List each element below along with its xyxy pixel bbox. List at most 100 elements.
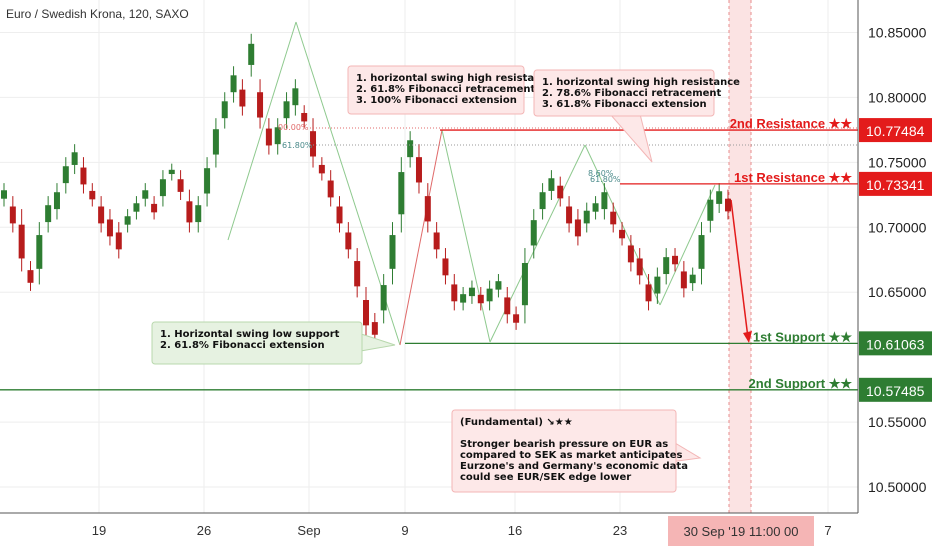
candle [424,196,431,222]
candle [80,167,87,185]
note-resistance2-line: 3. 100% Fibonacci extension [356,95,517,106]
candle [619,229,626,239]
note-resistance2-line: 1. horizontal swing high resistance [356,73,554,84]
level-name-r2: 2nd Resistance ★★ [730,116,853,131]
candle [698,235,705,269]
fib-label-c: 8.60% [588,169,614,178]
x-tick-label: 9 [401,523,408,538]
candle [98,206,105,224]
candle [239,89,246,107]
note-resistance2-line: 2. 61.8% Fibonacci retracement [356,84,536,95]
candle [548,178,555,191]
candle [539,192,546,210]
candle [106,219,113,237]
candle [415,157,422,183]
candle [115,232,122,250]
note-resistance1-pointer [608,113,653,163]
x-tick-label: 23 [613,523,627,538]
level-name-r1: 1st Resistance ★★ [734,170,852,185]
swing-line [399,129,443,346]
candle [583,210,590,224]
note-fundamental-line: could see EUR/SEK edge lower [460,472,631,483]
candle [672,255,679,265]
level-value-s2: 10.57485 [866,383,925,399]
candle [486,288,493,302]
candle [460,294,467,303]
candle [53,192,60,210]
swing-lines [227,21,752,346]
candle [292,88,299,106]
candle [71,152,78,165]
y-tick-label: 10.55000 [868,414,927,430]
candle [433,232,440,250]
y-tick-label: 10.85000 [868,24,927,40]
note-resistance1-line: 2. 78.6% Fibonacci retracement [542,88,722,99]
swing-line [227,21,297,241]
candle [195,205,202,223]
candle [521,262,528,306]
candle [327,180,334,198]
candle [407,140,414,158]
note-fundamental-line: Eurzone's and Germany's economic data [460,461,688,472]
candle [689,274,696,284]
x-tick-label: 16 [508,523,522,538]
candle [248,43,255,65]
candle [301,112,308,122]
candle [371,322,378,335]
x-tick-label: 7 [824,523,831,538]
note-resistance2-box [347,65,525,115]
fib-label-d: 61.80% [590,175,621,184]
candle [230,75,237,93]
note-resistance1-line: 3. 61.8% Fibonacci extension [542,99,707,110]
candle [477,294,484,304]
candle [9,206,16,224]
candle [151,203,158,213]
candle [345,232,352,250]
level-tag-r1 [859,171,932,196]
candle [336,206,343,224]
candle [566,206,573,224]
candle [283,101,290,119]
note-fundamental-line: (Fundamental) ↘★★ [460,417,573,428]
level-tag-r2 [859,118,932,143]
swing-line [441,129,491,343]
note-resistance1-box [533,69,715,117]
y-tick-label: 10.65000 [868,284,927,300]
y-tick-label: 10.80000 [868,89,927,105]
x-tick-label: 19 [92,523,106,538]
candle [663,257,670,275]
candle [725,198,731,212]
forecast-arrow-head [743,331,752,343]
candle [124,216,131,225]
x-cursor-box [668,516,814,546]
y-tick-label: 10.70000 [868,219,927,235]
y-tick-label: 10.75000 [868,154,927,170]
candle [716,191,723,204]
candle [363,300,369,326]
candle [204,168,211,194]
candle [177,179,184,192]
candle [495,281,502,290]
note-support-box [151,321,363,365]
level-tag-s2 [859,377,932,402]
candle [257,92,264,118]
candle [557,185,564,199]
candle [504,297,511,315]
note-support-line: 2. 61.8% Fibonacci extension [160,340,325,351]
candle [451,284,458,302]
candle [592,203,599,212]
candle [221,101,228,119]
instrument-title: Euro / Swedish Krona, 120, SAXO [6,7,189,21]
candle [468,287,475,297]
candle [636,258,643,276]
note-fundamental: (Fundamental) ↘★★ Stronger bearish pressu… [451,409,702,493]
candle [186,201,193,223]
candle [168,169,175,175]
candle [318,164,325,174]
